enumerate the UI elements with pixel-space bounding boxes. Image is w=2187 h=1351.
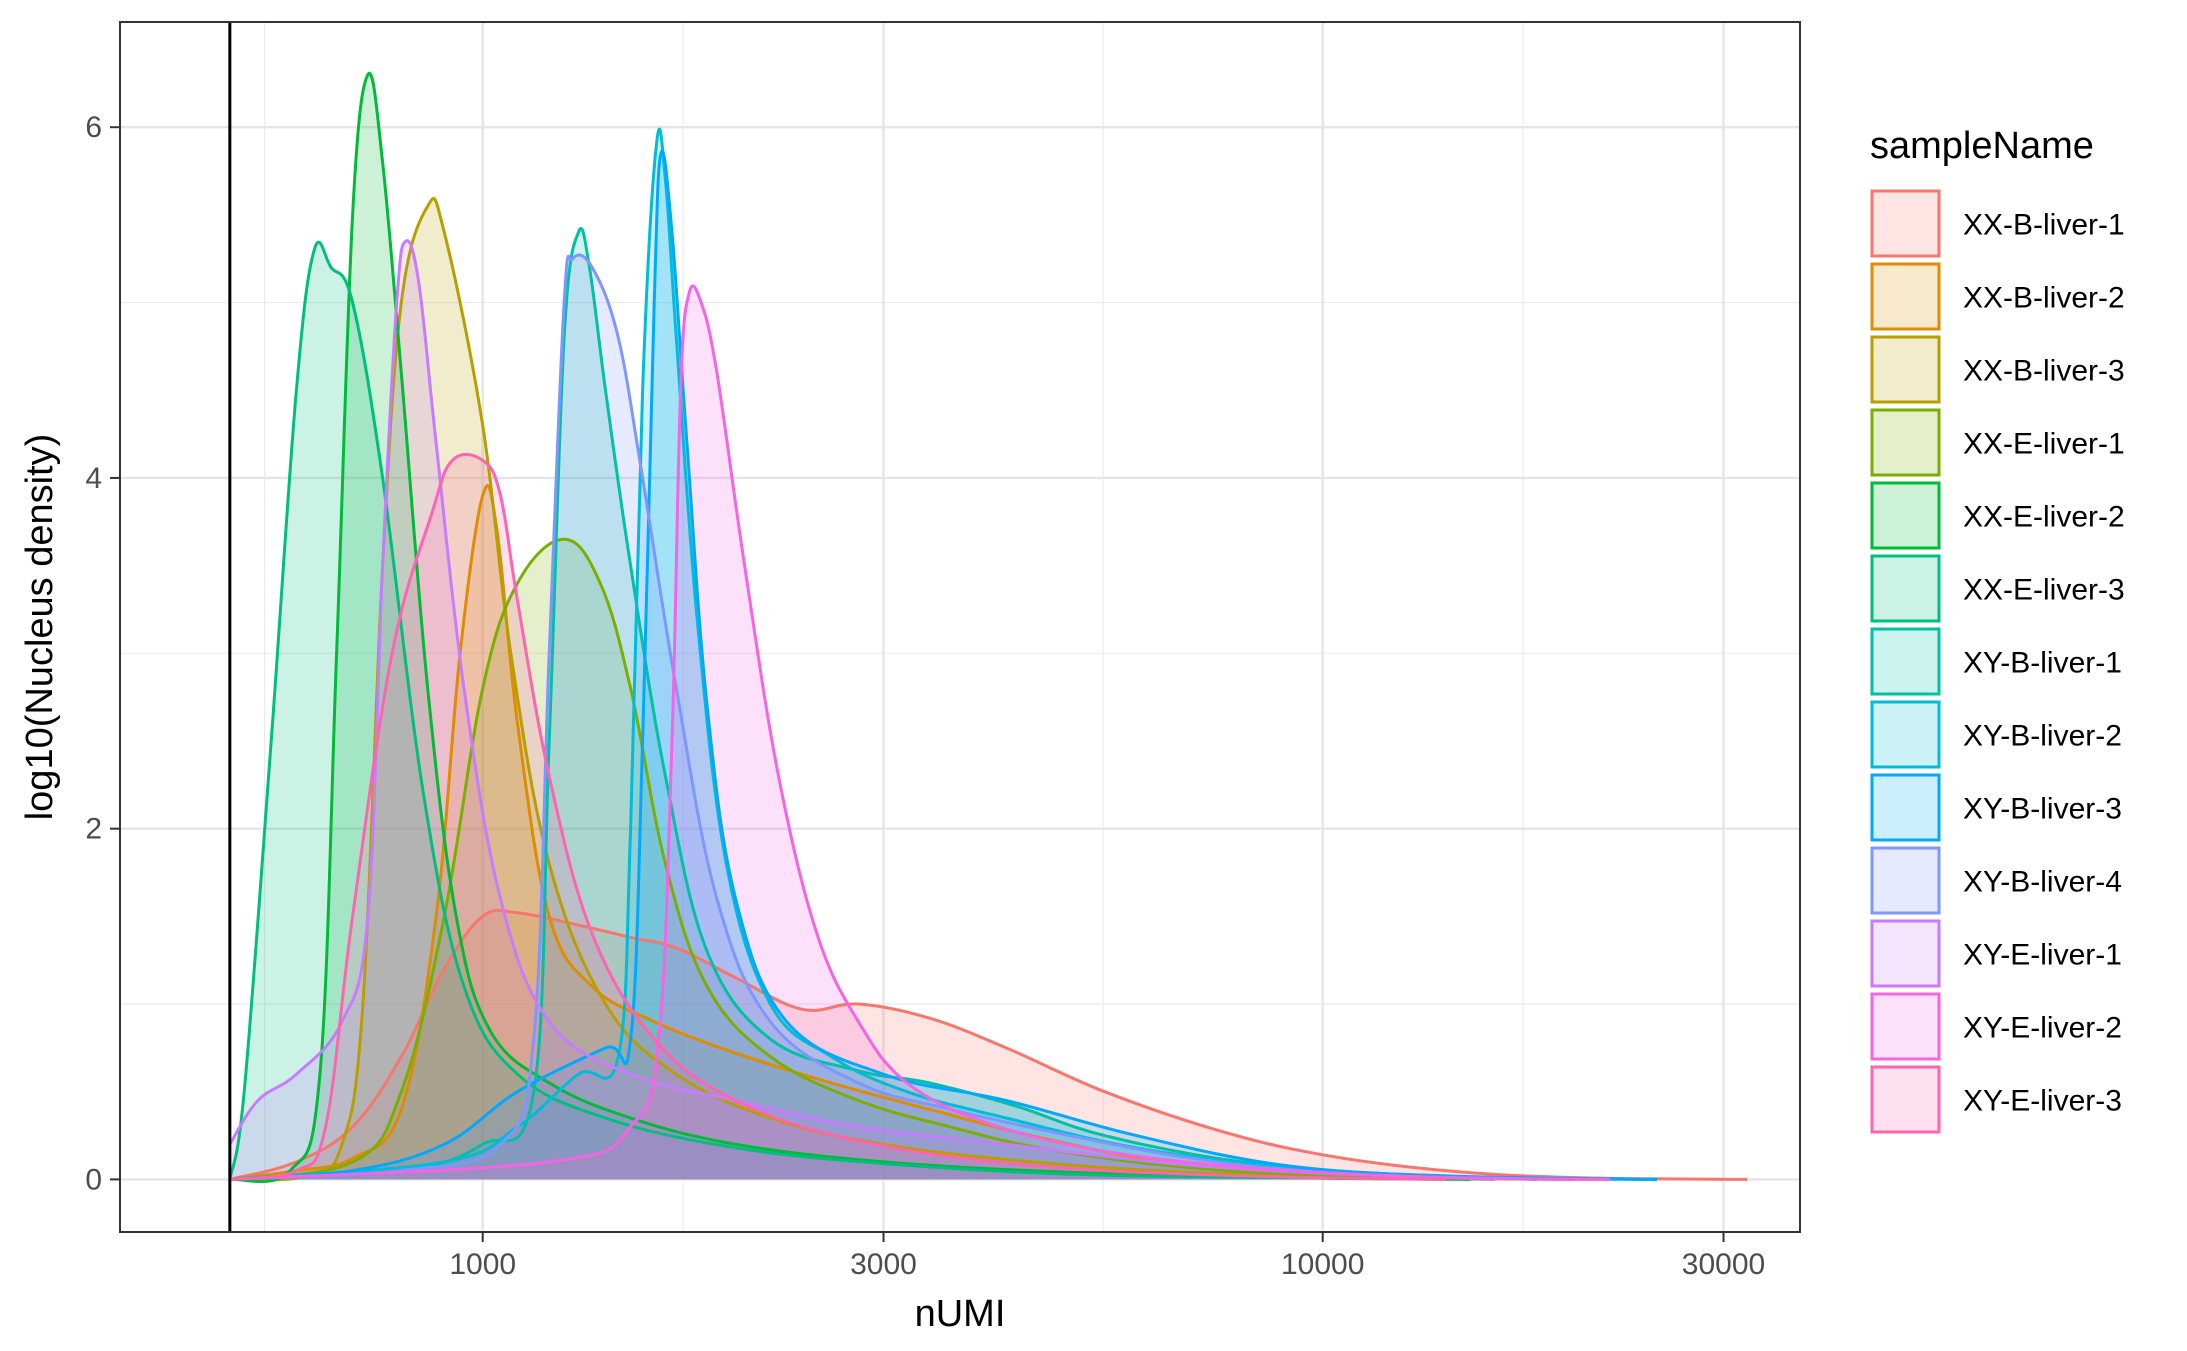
y-axis-ticks: 0 2 4 6 bbox=[85, 111, 120, 1196]
legend-key-XX-B-liver-1 bbox=[1870, 189, 1941, 258]
x-tick-label: 10000 bbox=[1281, 1248, 1364, 1281]
legend-label: XX-E-liver-3 bbox=[1963, 574, 2125, 607]
density-line-XY-E-liver-2 bbox=[229, 284, 1611, 1181]
legend-label: XX-E-liver-2 bbox=[1963, 501, 2125, 534]
legend-label: XY-B-liver-1 bbox=[1963, 647, 2122, 680]
legend-key-XX-B-liver-3 bbox=[1870, 335, 1941, 404]
y-axis-title: log10(Nucleus density) bbox=[19, 434, 61, 821]
density-line-XY-B-liver-3 bbox=[229, 149, 1658, 1181]
legend-label: XY-B-liver-3 bbox=[1963, 793, 2122, 826]
density-line-XY-B-liver-1 bbox=[229, 227, 1538, 1181]
legend-label: XX-B-liver-3 bbox=[1963, 355, 2125, 388]
density-lines bbox=[228, 71, 1748, 1184]
legend-key-XY-E-liver-2 bbox=[1870, 992, 1941, 1061]
legend-label: XY-E-liver-3 bbox=[1963, 1085, 2122, 1118]
x-tick-label: 3000 bbox=[850, 1248, 917, 1281]
density-line-XX-E-liver-1 bbox=[229, 537, 1495, 1181]
x-axis-ticks: 1000 3000 10000 30000 bbox=[449, 1232, 1765, 1281]
density-fill-XY-E-liver-1 bbox=[229, 240, 1576, 1180]
legend-label: XX-B-liver-2 bbox=[1963, 282, 2125, 315]
legend-key-XY-E-liver-1 bbox=[1870, 919, 1941, 988]
legend: sampleName XX-B-liver-1XX-B-liver-2XX-B-… bbox=[1870, 125, 2125, 1134]
minor-gridlines bbox=[120, 22, 1800, 1232]
density-line-XX-E-liver-2 bbox=[229, 71, 1471, 1184]
y-tick-label: 6 bbox=[85, 111, 102, 144]
x-tick-label: 1000 bbox=[449, 1248, 516, 1281]
legend-key-XY-E-liver-3 bbox=[1870, 1065, 1941, 1134]
density-line-XX-E-liver-3 bbox=[228, 240, 1446, 1181]
y-tick-label: 4 bbox=[85, 462, 102, 495]
x-axis-title: nUMI bbox=[915, 1293, 1006, 1335]
density-fill-XX-B-liver-2 bbox=[229, 485, 1657, 1180]
legend-label: XX-B-liver-1 bbox=[1963, 209, 2125, 242]
legend-label: XY-E-liver-1 bbox=[1963, 939, 2122, 972]
legend-items: XX-B-liver-1 XX-B-liver-2 XX-B-liver-3 XX-E… bbox=[1870, 189, 2125, 1134]
legend-key-XY-B-liver-3 bbox=[1870, 773, 1941, 842]
density-line-XY-B-liver-4 bbox=[229, 253, 1495, 1181]
density-line-XY-E-liver-3 bbox=[229, 452, 1446, 1181]
density-fill-XY-B-liver-4 bbox=[229, 254, 1495, 1180]
legend-key-XX-E-liver-1 bbox=[1870, 408, 1941, 477]
density-line-XY-E-liver-1 bbox=[228, 239, 1576, 1181]
legend-key-XY-B-liver-4 bbox=[1870, 846, 1941, 915]
legend-title: sampleName bbox=[1870, 125, 2094, 167]
density-fill-XX-E-liver-3 bbox=[229, 242, 1446, 1180]
legend-label: XX-E-liver-1 bbox=[1963, 428, 2125, 461]
legend-key-XX-E-liver-2 bbox=[1870, 481, 1941, 550]
plot-panel-border bbox=[119, 21, 1801, 1233]
x-tick-label: 30000 bbox=[1682, 1248, 1765, 1281]
legend-key-XX-E-liver-3 bbox=[1870, 554, 1941, 623]
y-tick-label: 2 bbox=[85, 813, 102, 846]
legend-key-XY-B-liver-2 bbox=[1870, 700, 1941, 769]
legend-label: XY-B-liver-2 bbox=[1963, 720, 2122, 753]
legend-label: XY-B-liver-4 bbox=[1963, 866, 2122, 899]
legend-key-XX-B-liver-2 bbox=[1870, 262, 1941, 331]
y-tick-label: 0 bbox=[85, 1163, 102, 1196]
density-line-XX-B-liver-1 bbox=[229, 908, 1748, 1181]
density-fill-XX-E-liver-2 bbox=[229, 73, 1471, 1182]
legend-label: XY-E-liver-2 bbox=[1963, 1012, 2122, 1045]
legend-key-XY-B-liver-1 bbox=[1870, 627, 1941, 696]
density-fill-XX-B-liver-3 bbox=[229, 198, 1576, 1180]
